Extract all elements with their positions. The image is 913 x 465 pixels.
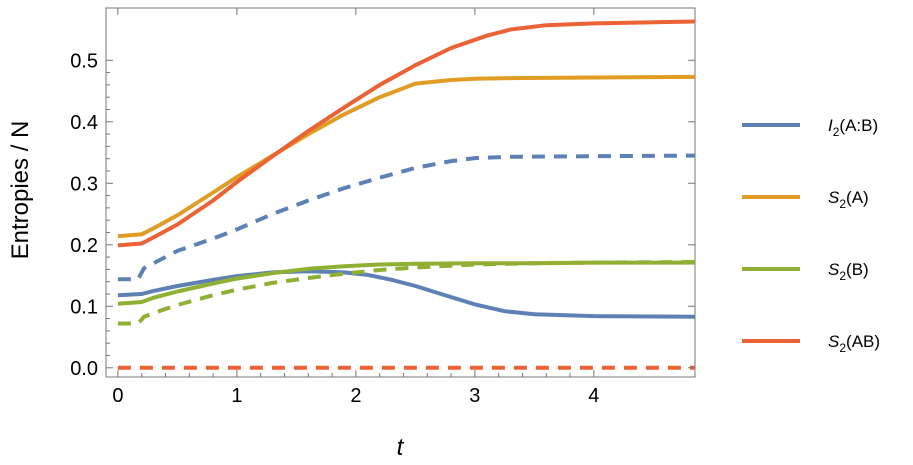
- series-line-0-solid: [117, 269, 696, 319]
- legend: I2(A:B) S2(A) S2(B) S2(AB): [742, 116, 880, 355]
- series-line-5-solid: [117, 19, 696, 248]
- y-axis-title: Entropies / N: [7, 121, 34, 260]
- y-tick-label: 0.4: [70, 112, 98, 134]
- legend-label: I2(A:B): [828, 116, 878, 139]
- x-axis-title: t: [397, 434, 405, 461]
- legend-label: S2(B): [828, 260, 869, 283]
- tick-layer: 0 1 2 3 4 0.0 0.1 0.2 0.3 0.4 0.5: [70, 8, 695, 407]
- legend-label: S2(A): [828, 188, 869, 211]
- series-line-4-dashed: [117, 260, 696, 326]
- y-tick-label: 0.2: [70, 235, 98, 257]
- series-line-2-solid: [117, 74, 696, 239]
- x-tick-label: 2: [350, 385, 361, 407]
- plot-frame: [105, 7, 696, 378]
- x-tick-label: 1: [231, 385, 242, 407]
- x-tick-label: 0: [112, 385, 123, 407]
- series-line-1-dashed: [117, 153, 696, 282]
- series-layer: [117, 19, 696, 370]
- x-tick-label: 4: [588, 385, 599, 407]
- y-tick-label: 0.1: [70, 296, 98, 318]
- x-tick-label: 3: [469, 385, 480, 407]
- y-tick-label: 0.3: [70, 173, 98, 195]
- y-tick-label: 0.0: [70, 358, 98, 380]
- legend-label: S2(AB): [828, 332, 880, 355]
- y-tick-label: 0.5: [70, 50, 98, 72]
- plot-border: [105, 7, 696, 378]
